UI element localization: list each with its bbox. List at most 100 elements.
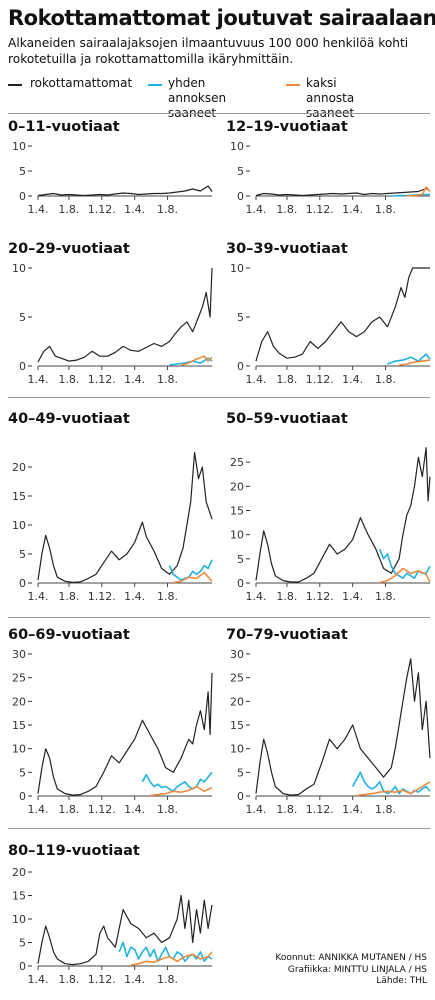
series-line-unvaccinated [255, 447, 431, 583]
panel-title-30-39: 30–39-vuotiaat [226, 241, 348, 257]
series-line-unvaccinated [37, 894, 213, 966]
y-tick-label: 25 [230, 456, 244, 469]
x-tick-label: 1.12. [306, 373, 334, 386]
x-tick-label: 1.8. [157, 803, 178, 816]
chart-50-59: 0 5 10 15 20 25 1.4. 1.8. 1.12. 1.4. 1.8. [230, 447, 431, 603]
y-tick-label: 10 [12, 262, 26, 275]
x-tick-label: 1.8. [58, 373, 79, 386]
divider [8, 397, 430, 398]
x-tick-label: 1.4. [28, 590, 49, 603]
x-tick-label: 1.4. [124, 203, 145, 216]
series-line-one-dose [168, 559, 213, 581]
series-line-unvaccinated [37, 185, 213, 197]
legend-label-unvaccinated: rokottamattomat [30, 76, 133, 90]
x-tick-label: 1.8. [157, 373, 178, 386]
y-tick-label: 5 [237, 165, 244, 178]
y-tick-label: 5 [237, 766, 244, 779]
y-tick-label: 0 [19, 790, 26, 803]
series-line-unvaccinated [37, 267, 213, 363]
y-tick-label: 15 [12, 890, 26, 903]
y-tick-label: 20 [230, 695, 244, 708]
x-tick-label: 1.4. [342, 590, 363, 603]
panel-title-40-49: 40–49-vuotiaat [8, 411, 130, 427]
x-tick-label: 1.4. [124, 973, 145, 986]
legend-label-one-dose: yhden annoksen saaneet [168, 76, 227, 120]
x-tick-label: 1.8. [157, 590, 178, 603]
x-tick-label: 1.12. [88, 373, 116, 386]
x-tick-label: 1.8. [157, 203, 178, 216]
credit-compiled: Koonnut: ANNIKKA MUTANEN / HS [275, 953, 427, 963]
y-tick-label: 5 [19, 311, 26, 324]
series-line-one-dose [387, 353, 431, 365]
y-tick-label: 15 [230, 505, 244, 518]
chart-80-119: 0 5 10 15 20 1.4. 1.8. 1.12. 1.4. 1.8. [12, 866, 213, 986]
divider [8, 828, 430, 829]
series-line-two-doses [356, 781, 431, 797]
series-line-unvaccinated [37, 451, 213, 583]
panel-title-80-119: 80–119-vuotiaat [8, 843, 140, 859]
y-tick-label: 10 [230, 262, 244, 275]
panel-title-70-79: 70–79-vuotiaat [226, 627, 348, 643]
x-tick-label: 1.12. [88, 973, 116, 986]
x-tick-label: 1.8. [157, 973, 178, 986]
chart-40-49: 0 5 10 15 20 1.4. 1.8. 1.12. 1.4. 1.8. [12, 451, 213, 603]
y-tick-label: 30 [230, 648, 244, 661]
x-tick-label: 1.4. [28, 973, 49, 986]
series-line-unvaccinated [37, 672, 213, 796]
credits: Koonnut: ANNIKKA MUTANEN / HS Grafiikka:… [275, 953, 427, 988]
series-line-unvaccinated [255, 658, 431, 796]
x-tick-label: 1.12. [88, 803, 116, 816]
y-tick-label: 10 [230, 140, 244, 153]
series-line-one-dose [378, 548, 431, 579]
chart-12-19: 0 5 10 1.4. 1.8. 1.12. 1.4. 1.8. [230, 140, 431, 216]
y-tick-label: 5 [19, 548, 26, 561]
x-tick-label: 1.8. [276, 590, 297, 603]
series-line-two-doses [173, 571, 213, 584]
series-line-two-doses [406, 186, 431, 197]
divider [8, 113, 430, 114]
credit-graphics: Grafiikka: MINTTU LINJALA / HS [287, 964, 427, 975]
y-tick-label: 0 [237, 577, 244, 590]
x-tick-label: 1.12. [88, 203, 116, 216]
chart-0-11: 0 5 10 1.4. 1.8. 1.12. 1.4. 1.8. [12, 140, 213, 216]
series-line-two-doses [150, 785, 213, 797]
x-tick-label: 1.4. [124, 590, 145, 603]
y-tick-label: 10 [12, 913, 26, 926]
x-tick-label: 1.12. [306, 203, 334, 216]
x-tick-label: 1.8. [276, 203, 297, 216]
x-tick-label: 1.8. [375, 203, 396, 216]
x-tick-label: 1.8. [58, 803, 79, 816]
y-tick-label: 25 [230, 672, 244, 685]
y-tick-label: 15 [12, 490, 26, 503]
legend-label-two-doses: kaksi annosta saaneet [306, 76, 355, 120]
x-tick-label: 1.4. [342, 373, 363, 386]
credit-source: Lähde: THL [376, 976, 427, 986]
y-tick-label: 5 [19, 165, 26, 178]
x-tick-label: 1.4. [342, 803, 363, 816]
panel-title-60-69: 60–69-vuotiaat [8, 627, 130, 643]
y-tick-label: 20 [12, 461, 26, 474]
series-line-one-dose [351, 771, 431, 795]
y-tick-label: 0 [19, 577, 26, 590]
chart-30-39: 0 5 10 1.4. 1.8. 1.12. 1.4. 1.8. [230, 262, 431, 386]
divider [8, 617, 430, 618]
series-line-two-doses [398, 359, 431, 366]
y-tick-label: 0 [237, 790, 244, 803]
panel-title-0-11: 0–11-vuotiaat [8, 119, 120, 135]
y-tick-label: 10 [12, 519, 26, 532]
x-tick-label: 1.8. [58, 973, 79, 986]
y-tick-label: 15 [12, 719, 26, 732]
series-line-unvaccinated [255, 267, 430, 362]
y-tick-label: 0 [237, 360, 244, 373]
subtitle: Alkaneiden sairaalajaksojen ilmaantuvuus… [8, 36, 409, 66]
x-tick-label: 1.8. [58, 203, 79, 216]
x-tick-label: 1.4. [342, 203, 363, 216]
x-tick-label: 1.8. [375, 590, 396, 603]
y-tick-label: 30 [12, 648, 26, 661]
series-line-unvaccinated [255, 187, 431, 197]
y-tick-label: 5 [237, 311, 244, 324]
y-tick-label: 10 [230, 529, 244, 542]
panel-title-12-19: 12–19-vuotiaat [226, 119, 348, 135]
y-tick-label: 20 [12, 695, 26, 708]
x-tick-label: 1.4. [246, 203, 267, 216]
